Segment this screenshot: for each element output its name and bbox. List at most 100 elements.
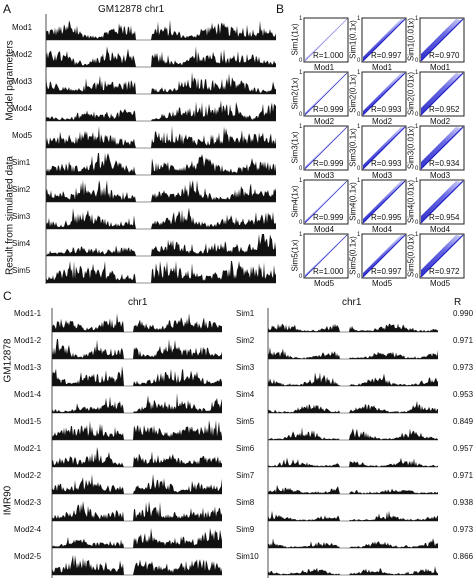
panel-b-x-label: Mod4 xyxy=(430,225,451,234)
panel-c-chr-right: chr1 xyxy=(342,297,362,308)
panel-b-diagonal xyxy=(420,126,464,170)
panel-b-r-value: R=0.954 xyxy=(429,213,460,222)
panel-c-r-value: 0.953 xyxy=(453,390,474,399)
panel-b-diagonal xyxy=(420,234,464,278)
panel-b-diagonal xyxy=(362,126,406,170)
panel-b-diagonal xyxy=(362,18,406,62)
panel-c-r-value: 0.971 xyxy=(453,336,474,345)
panel-c-right-row-label: Sim10 xyxy=(236,552,259,561)
panel-c-right-track xyxy=(268,510,438,521)
panel-b-tick-zero: 0 xyxy=(415,58,419,64)
panel-c-letter: C xyxy=(3,289,12,303)
panel-b-tick-zero: 0 xyxy=(415,220,419,226)
panel-b-x-label: Mod2 xyxy=(314,117,335,126)
panel-a-track xyxy=(46,126,276,148)
panel-c-left-track xyxy=(52,339,222,359)
panel-b-tick-zero: 0 xyxy=(357,220,361,226)
panel-c-left-track xyxy=(52,447,222,467)
panel-a-track xyxy=(46,100,276,121)
panel-b-tick-one: 1 xyxy=(299,178,303,184)
panel-c-right-row-label: Sim7 xyxy=(236,471,255,480)
panel-b-tick-zero: 0 xyxy=(357,274,361,280)
panel-b-diagonal xyxy=(304,126,348,170)
panel-b-diagonal xyxy=(362,234,406,278)
panel-b-x-label: Mod3 xyxy=(314,171,335,180)
panel-c-right-row-label: Sim9 xyxy=(236,525,255,534)
panel-b-r-value: R=0.997 xyxy=(371,51,402,60)
panel-b-diagonal xyxy=(420,180,464,224)
panel-c-r-value: 0.957 xyxy=(453,444,474,453)
panel-b-r-value: R=0.997 xyxy=(371,267,402,276)
panel-c-right-track xyxy=(268,457,438,467)
panel-c-right-track xyxy=(268,372,438,386)
panel-b-tick-one: 1 xyxy=(415,178,419,184)
panel-c-right-track xyxy=(268,347,438,359)
panel-c-chr-left: chr1 xyxy=(128,297,148,308)
panel-c-left-track xyxy=(52,420,222,440)
panel-c-left-row-label: Mod2-2 xyxy=(14,471,42,480)
panel-c-left-row-label: Mod2-4 xyxy=(14,525,42,534)
panel-a-track xyxy=(46,234,276,256)
panel-a-track xyxy=(46,207,276,229)
panel-a-row-label: Mod1 xyxy=(12,23,33,32)
panel-a-track xyxy=(46,261,276,283)
panel-a-track xyxy=(46,72,276,94)
panel-c-left-track xyxy=(52,366,222,386)
panel-b-diagonal xyxy=(304,18,348,62)
panel-b-r-value: R=1.000 xyxy=(313,267,344,276)
panel-b-tick-one: 1 xyxy=(299,16,303,22)
panel-b-tick-zero: 0 xyxy=(357,58,361,64)
panel-b-x-label: Mod1 xyxy=(372,63,393,72)
panel-c-right-track xyxy=(268,484,438,494)
panel-b-x-label: Mod2 xyxy=(430,117,451,126)
panel-a-letter: A xyxy=(3,2,12,16)
panel-b-r-value: R=0.995 xyxy=(371,213,402,222)
panel-c-left-row-label: Mod2-1 xyxy=(14,444,42,453)
panel-c-right-row-label: Sim8 xyxy=(236,498,255,507)
panel-c-right-track xyxy=(268,323,438,332)
panel-b-r-value: R=0.999 xyxy=(313,105,344,114)
panel-c-r-header: R xyxy=(454,297,462,308)
panel-c-left-row-label: Mod2-5 xyxy=(14,552,42,561)
panel-c-right-row-label: Sim4 xyxy=(236,390,255,399)
panel-b-x-label: Mod3 xyxy=(430,171,451,180)
panel-c-left-track xyxy=(52,474,222,494)
panel-b-tick-one: 1 xyxy=(415,16,419,22)
panel-c-right-row-label: Sim6 xyxy=(236,444,255,453)
panel-b-tick-one: 1 xyxy=(357,16,361,22)
panel-b-r-value: R=0.993 xyxy=(371,159,402,168)
panel-c-left-row-label: Mod2-3 xyxy=(14,498,42,507)
panel-b-tick-zero: 0 xyxy=(299,58,303,64)
panel-c-r-value: 0.973 xyxy=(453,525,474,534)
panel-c-r-value: 0.938 xyxy=(453,498,474,507)
panel-b-r-value: R=0.970 xyxy=(429,51,460,60)
panel-b-diagonal xyxy=(304,180,348,224)
panel-b-tick-one: 1 xyxy=(299,124,303,130)
panel-a-title: GM12878 chr1 xyxy=(98,4,165,15)
panel-b-diagonal xyxy=(304,234,348,278)
panel-a-row-label: Sim3 xyxy=(12,212,31,221)
panel-b-diagonal xyxy=(362,180,406,224)
panel-b-x-label: Mod3 xyxy=(372,171,393,180)
panel-c-left-track xyxy=(52,555,222,575)
panel-b-tick-one: 1 xyxy=(357,178,361,184)
panel-c-right-track xyxy=(268,401,438,413)
panel-a-row-label: Sim4 xyxy=(12,239,31,248)
panel-b-diagonal xyxy=(420,18,464,62)
panel-b-x-label: Mod5 xyxy=(372,279,393,288)
panel-b-tick-zero: 0 xyxy=(415,112,419,118)
panel-b-r-value: R=0.993 xyxy=(371,105,402,114)
panel-b-tick-one: 1 xyxy=(357,70,361,76)
panel-b-tick-zero: 0 xyxy=(299,166,303,172)
panel-c-right-row-label: Sim2 xyxy=(236,336,255,345)
panel-b-tick-one: 1 xyxy=(415,70,419,76)
panel-c-left-row-label: Mod1-5 xyxy=(14,417,42,426)
panel-a-row-label: Sim1 xyxy=(12,158,31,167)
panel-c-r-value: 0.849 xyxy=(453,417,474,426)
panel-b-x-label: Mod4 xyxy=(314,225,335,234)
panel-c-left-row-label: Mod1-3 xyxy=(14,363,42,372)
panel-b-tick-zero: 0 xyxy=(415,274,419,280)
panel-b-tick-one: 1 xyxy=(299,70,303,76)
